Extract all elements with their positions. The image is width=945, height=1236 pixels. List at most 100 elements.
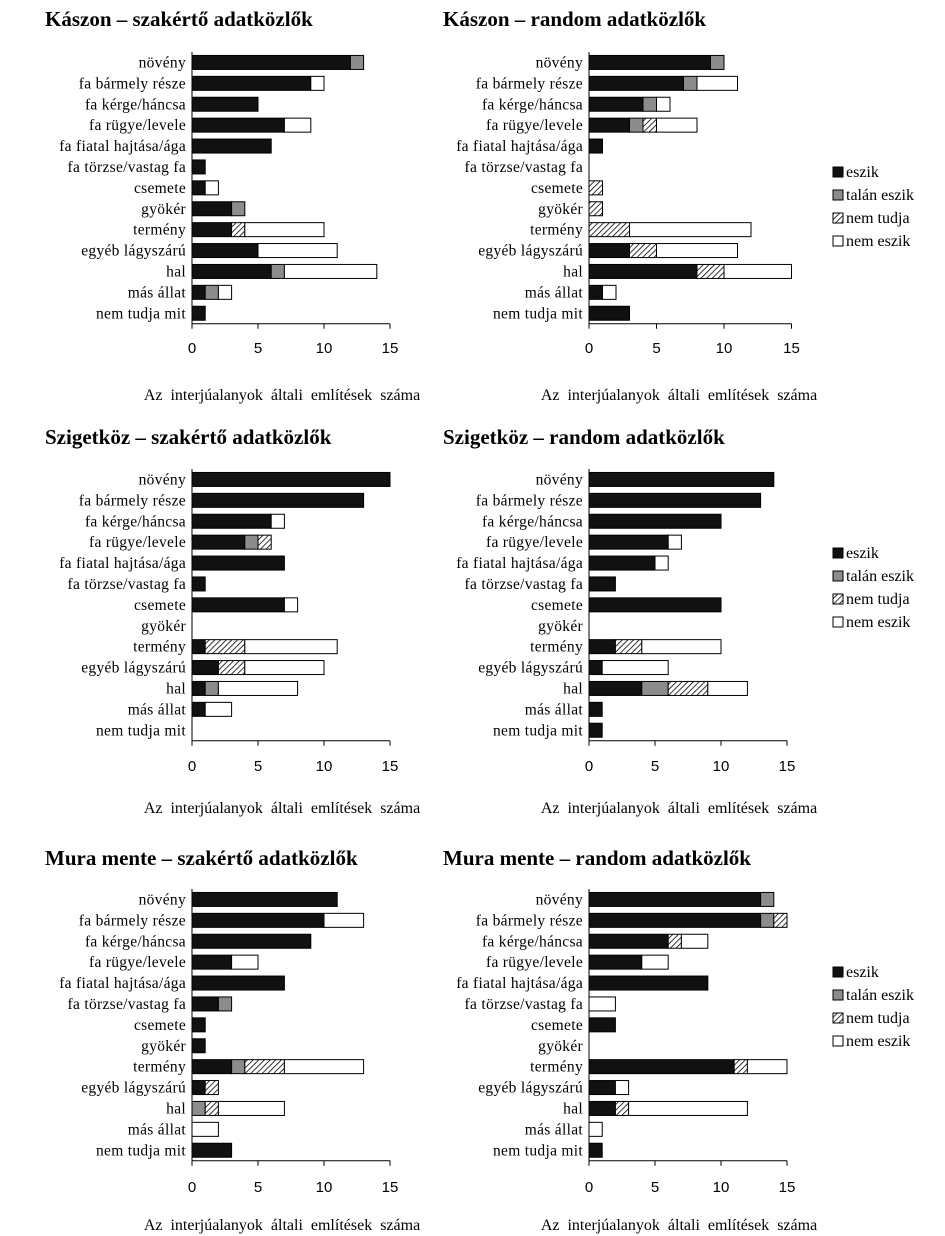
category-label: hal xyxy=(563,1100,583,1117)
legend-label: eszik xyxy=(846,545,879,562)
bar-nem-tudja xyxy=(667,680,709,696)
bar-nem-eszik xyxy=(602,284,617,300)
legend-label: eszik xyxy=(846,964,879,981)
bar-eszik xyxy=(588,1142,603,1158)
bar-eszik xyxy=(588,138,603,154)
x-tick-label: 5 xyxy=(651,758,659,775)
bar-eszik xyxy=(191,701,206,717)
bar-eszik xyxy=(588,1080,616,1096)
bar-eszik xyxy=(191,639,206,655)
x-tick-label: 5 xyxy=(254,1179,262,1196)
bar-eszik xyxy=(191,201,233,217)
legend-swatch-nem-tudja xyxy=(832,1012,844,1024)
legend-swatch-talan-eszik xyxy=(832,989,844,1001)
bar-eszik xyxy=(191,912,325,928)
bar-eszik xyxy=(191,996,219,1012)
bar-nem-eszik xyxy=(614,1080,630,1096)
category-label: csemete xyxy=(531,597,583,614)
bar-eszik xyxy=(588,701,603,717)
bar-talan-eszik xyxy=(191,1100,206,1116)
bar-nem-eszik xyxy=(270,513,285,529)
bar-talan-eszik xyxy=(710,54,725,70)
bar-eszik xyxy=(191,96,259,112)
category-label: nem tudja mit xyxy=(493,305,583,322)
category-label: fa bármely része xyxy=(476,75,583,92)
bar-nem-tudja xyxy=(204,639,246,655)
bar-talan-eszik xyxy=(683,75,698,91)
category-label: gyökér xyxy=(538,1038,583,1055)
x-tick-label: 10 xyxy=(716,340,733,357)
category-label: fa fiatal hajtása/ága xyxy=(456,138,583,155)
category-label: fa fiatal hajtása/ága xyxy=(59,138,186,155)
category-label: hal xyxy=(166,263,186,280)
bar-nem-eszik xyxy=(746,1059,788,1075)
category-label: fa bármely része xyxy=(79,912,186,929)
bar-nem-tudja xyxy=(696,263,725,279)
category-label: nem tudja mit xyxy=(493,722,583,739)
category-label: nem tudja mit xyxy=(96,1142,186,1159)
bar-eszik xyxy=(191,1038,206,1054)
category-label: termény xyxy=(530,639,583,656)
bar-nem-eszik xyxy=(323,912,365,928)
category-label: más állat xyxy=(128,701,187,718)
chart-panel-2: Kászon – random adatközlők növény fa bárme… xyxy=(443,7,817,404)
bar-nem-eszik xyxy=(656,96,671,112)
category-label: fa törzse/vastag fa xyxy=(465,159,583,176)
bar-nem-tudja xyxy=(733,1059,748,1075)
x-tick-label: 15 xyxy=(783,340,800,357)
bar-talan-eszik xyxy=(244,534,259,550)
bar-eszik xyxy=(588,891,762,907)
x-tick-label: 0 xyxy=(585,340,593,357)
bar-eszik xyxy=(588,534,669,550)
bar-nem-eszik xyxy=(696,75,738,91)
chart-title: Mura mente – szakértő adatközlők xyxy=(45,846,358,870)
bar-nem-tudja xyxy=(588,180,603,196)
chart-title: Mura mente – random adatközlők xyxy=(443,846,751,870)
bar-nem-tudja xyxy=(257,534,272,550)
legend-2: eszik talán eszik nem tudja nem eszik xyxy=(832,545,914,631)
bar-eszik xyxy=(191,243,259,259)
legend-label: nem tudja xyxy=(846,210,910,227)
bar-eszik xyxy=(588,933,669,949)
category-label: csemete xyxy=(531,1017,583,1034)
bar-eszik xyxy=(191,180,206,196)
category-label: fa törzse/vastag fa xyxy=(465,996,583,1013)
bar-nem-eszik xyxy=(723,263,792,279)
bar-eszik xyxy=(191,680,206,696)
category-label: fa fiatal hajtása/ága xyxy=(59,975,186,992)
x-tick-label: 10 xyxy=(316,340,333,357)
category-label: fa fiatal hajtása/ága xyxy=(456,975,583,992)
bar-nem-eszik xyxy=(204,701,233,717)
bar-eszik xyxy=(588,96,644,112)
bar-nem-tudja xyxy=(773,912,788,928)
x-axis-label: Az interjúalanyok általi említések száma xyxy=(541,387,817,404)
bar-nem-eszik xyxy=(588,996,616,1012)
chart-panel-1: Kászon – szakértő adatközlők növény fa bár… xyxy=(45,7,420,404)
x-tick-label: 15 xyxy=(779,1179,796,1196)
legend-3: eszik talán eszik nem tudja nem eszik xyxy=(832,964,914,1050)
x-tick-label: 10 xyxy=(713,758,730,775)
category-label: fa kérge/háncsa xyxy=(85,513,186,530)
category-label: fa bármely része xyxy=(476,492,583,509)
category-label: gyökér xyxy=(141,1038,186,1055)
bar-eszik xyxy=(191,54,351,70)
x-tick-label: 5 xyxy=(254,758,262,775)
category-label: fa rügye/levele xyxy=(486,954,583,971)
x-tick-label: 10 xyxy=(316,1179,333,1196)
bar-eszik xyxy=(588,54,711,70)
bar-eszik xyxy=(588,576,616,592)
x-axis-label: Az interjúalanyok általi említések száma xyxy=(144,1217,420,1234)
x-tick-label: 5 xyxy=(254,340,262,357)
x-axis-label: Az interjúalanyok általi említések száma xyxy=(541,800,817,817)
category-label: fa törzse/vastag fa xyxy=(465,576,583,593)
legend-label: nem tudja xyxy=(846,1010,910,1027)
legend-swatch-eszik xyxy=(832,966,844,978)
bar-eszik xyxy=(588,722,603,738)
legend-1: eszik talán eszik nem tudja nem eszik xyxy=(832,164,914,250)
category-label: hal xyxy=(563,680,583,697)
legend-swatch-nem-eszik xyxy=(832,235,844,247)
category-label: fa törzse/vastag fa xyxy=(68,996,186,1013)
bar-eszik xyxy=(191,305,206,321)
category-label: fa rügye/levele xyxy=(486,534,583,551)
